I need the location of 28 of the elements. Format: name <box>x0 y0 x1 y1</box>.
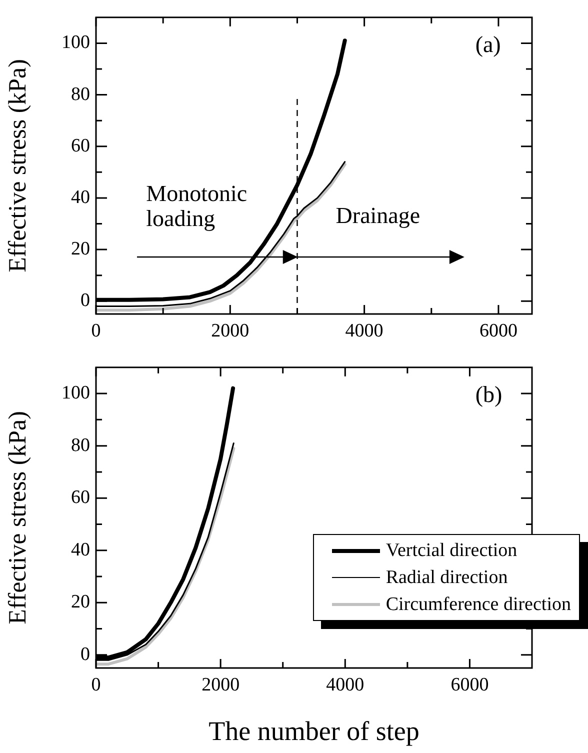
y-tick-label: 60 <box>71 487 90 508</box>
y-tick-label: 60 <box>71 135 90 156</box>
x-tick-label: 4000 <box>326 674 364 696</box>
legend-label: Vertcial direction <box>386 540 518 562</box>
x-tick-label: 6000 <box>479 320 518 342</box>
y-axis-title: Effective stress (kPa) <box>4 59 32 272</box>
x-tick-label: 2000 <box>202 674 240 696</box>
annotation: Monotonic loading <box>146 180 248 232</box>
annotation: (b) <box>475 382 504 408</box>
y-tick-label: 20 <box>71 592 90 613</box>
y-tick-label: 40 <box>71 539 90 560</box>
x-tick-label: 4000 <box>345 320 384 342</box>
y-tick-label: 80 <box>71 84 90 105</box>
y-axis-title: Effective stress (kPa) <box>4 411 32 624</box>
x-tick-label: 6000 <box>450 674 489 696</box>
y-tick-label: 100 <box>62 382 90 404</box>
y-tick-label: 0 <box>80 644 90 665</box>
y-tick-label: 20 <box>71 238 90 260</box>
x-tick-label: 2000 <box>211 320 250 342</box>
y-tick-label: 80 <box>71 434 90 456</box>
y-tick-label: 0 <box>80 290 90 312</box>
annotation: (a) <box>475 32 502 58</box>
x-axis-title: The number of step <box>208 716 420 746</box>
y-tick-label: 40 <box>71 186 90 208</box>
annotation: Drainage <box>336 202 422 228</box>
legend-label: Radial direction <box>386 566 508 588</box>
y-tick-label: 100 <box>62 32 90 54</box>
legend-label: Circumference direction <box>386 594 571 616</box>
